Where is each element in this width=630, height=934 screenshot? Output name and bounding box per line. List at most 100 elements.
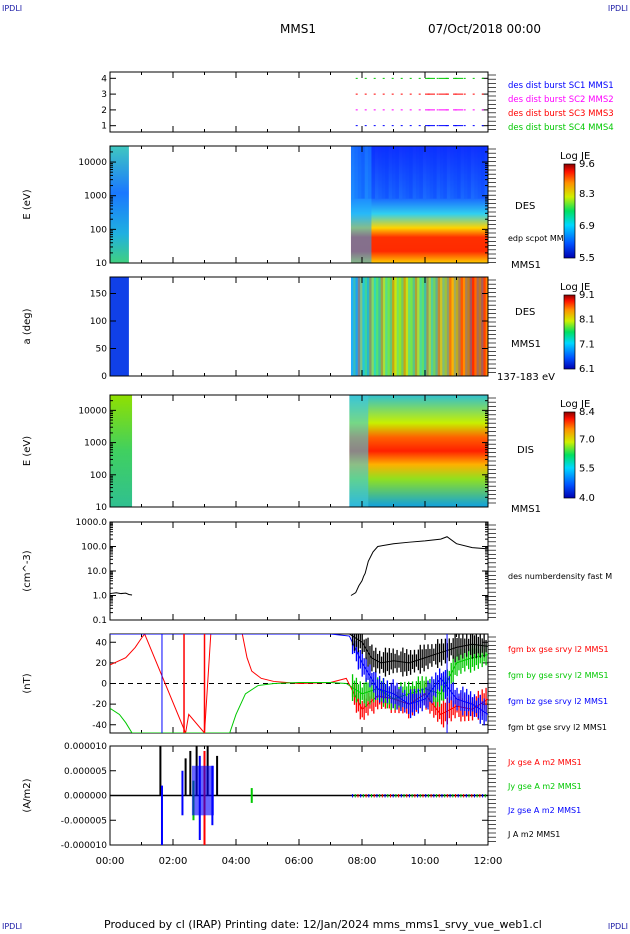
y-tick-label: 10000 [78,158,107,168]
density-ylabel: (cm^-3) [22,550,33,591]
pitch-angle-early-segment [110,277,129,376]
des-spectrogram-texture [464,146,468,199]
current-burst-fill [191,765,214,816]
legend-entry: des dist burst SC2 MMS2 [508,95,614,105]
des-spectrogram-texture [395,146,399,199]
x-tick-label: 02:00 [159,856,188,867]
pitch-angle-texture [485,277,488,376]
pitch-angle-texture [442,277,445,376]
des-spectrogram-texture [371,146,375,199]
x-tick-label: 12:00 [474,856,503,867]
y-tick-label: 10 [96,503,108,513]
pitch-angle-texture [446,277,450,376]
y-tick-label: 100 [90,225,107,235]
pitch-angle-texture [394,277,397,376]
des-energy-label-mms1: MMS1 [511,260,541,271]
pitch-angle-texture [360,277,363,376]
pitch-angle-texture [453,277,457,376]
pitch-angle-texture [366,277,370,376]
dis-spectrogram-early-segment [110,395,133,507]
pitch-angle-texture [389,277,393,376]
bfield-legend-0: fgm bx gse srvy l2 MMS1 [508,645,609,654]
y-tick-label: 1000.0 [76,518,108,528]
y-tick-label: 10 [96,259,108,269]
legend-entry: des dist burst SC4 MMS4 [508,123,614,133]
des-spectrogram-texture [354,146,358,199]
des-energy-label-scpot: edp scpot MMS1 [508,234,574,243]
des-spectrogram-texture [364,146,369,199]
y-tick-label: 1 [101,122,107,132]
y-tick-label: 1000 [84,439,107,449]
des-spectrogram-texture [416,146,420,199]
pitch-angle-texture [382,277,386,376]
pitch-angle-texture [474,277,477,376]
pitch-angle-texture [462,277,466,376]
des-spectrogram-texture [436,146,441,199]
pitch-angle-texture [398,277,402,376]
bfield-legend-1: fgm by gse srvy l2 MMS1 [508,671,609,680]
pitch-angle-label-des: DES [515,307,535,318]
y-tick-label: 20 [96,659,108,669]
colorbar-tick-label: 6.9 [579,221,595,232]
panel-burst-frame [109,71,489,133]
colorbar-tick-label: 8.4 [579,407,595,418]
pitch-angle-texture [373,277,377,376]
y-tick-label: 10.0 [87,567,107,577]
pitch-angle-texture [433,277,436,376]
y-tick-label: -40 [92,721,107,731]
pitch-angle-texture [403,277,406,376]
pitch-angle-texture [483,277,486,376]
pitch-angle-texture [408,277,411,376]
corner-label-top-right: IPDLI [607,4,628,13]
x-tick-label: 00:00 [96,856,125,867]
colorbar-tick-label: 6.1 [579,364,595,375]
y-tick-label: 1000 [84,192,107,202]
colorbar-tick-label: 4.0 [579,493,595,504]
density-series-main [350,536,489,596]
corner-label-bottom-left: IPDLI [2,922,23,931]
pitch-angle-texture [378,277,381,376]
corner-label-bottom-right: IPDLI [607,922,628,931]
pitch-angle-texture [353,277,356,376]
des-spectrogram-texture [460,146,465,199]
pitch-angle-texture [364,277,367,376]
bfield-legend-3: fgm bt gse srvy l2 MMS1 [508,723,607,732]
des-spectrogram-texture [361,146,365,199]
y-tick-label: 40 [96,638,108,648]
pitch-angle-texture [369,277,372,376]
des-spectrogram-texture [481,146,485,199]
x-tick-label: 10:00 [411,856,440,867]
current-legend-3: J A m2 MMS1 [507,830,560,839]
pitch-angle-texture [428,277,431,376]
pitch-angle-ylabel: a (deg) [22,308,33,344]
pitch-angle-texture [437,277,441,376]
y-tick-label: 0.000010 [64,742,107,752]
y-tick-label: 0 [101,372,107,382]
colorbar-tick-label: 7.1 [579,339,595,350]
des-spectrogram-transition [350,146,372,263]
des-spectrogram-texture [443,146,447,199]
pitch-angle-texture [357,277,361,376]
pitch-angle-texture [424,277,427,376]
pitch-angle-texture [458,277,461,376]
pitch-angle-texture [355,277,358,376]
pitch-angle-texture [465,277,468,376]
y-tick-label: -0.000010 [61,841,107,851]
x-tick-label: 08:00 [348,856,377,867]
colorbar-tick-label: 8.1 [579,315,595,326]
pitch-angle-texture [405,277,409,376]
y-tick-label: 0.000005 [64,767,107,777]
y-tick-label: 150 [90,290,107,300]
bfield-legend-2: fgm bz gse srvy l2 MMS1 [508,697,608,706]
dis-energy-label-dis: DIS [517,445,534,456]
pitch-angle-texture [392,277,395,376]
pitch-angle-texture [444,277,447,376]
des-energy-colorbar [563,163,576,259]
pitch-angle-texture [350,277,354,376]
x-tick-label: 06:00 [285,856,314,867]
pitch-angle-texture [426,277,429,376]
pitch-angle-texture [469,277,473,376]
des-spectrogram-texture [392,146,396,199]
colorbar-tick-label: 5.5 [579,464,595,475]
colorbar-tick-label: 8.3 [579,189,595,200]
